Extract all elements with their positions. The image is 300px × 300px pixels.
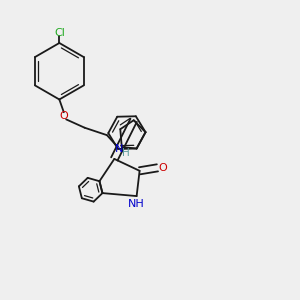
Text: O: O [59, 111, 68, 121]
Text: O: O [158, 163, 167, 173]
Text: H: H [122, 148, 130, 158]
Text: NH: NH [128, 199, 144, 208]
Text: Cl: Cl [54, 28, 65, 38]
Text: N: N [115, 143, 123, 154]
